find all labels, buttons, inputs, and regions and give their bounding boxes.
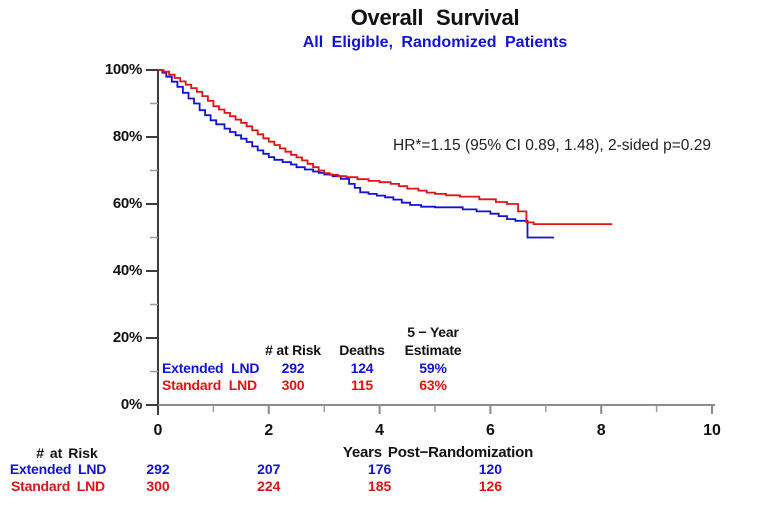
stats-header-5year: 5 − Year [407,324,459,340]
y-tick-label-20: 20% [112,329,142,346]
stats-row-label-extended: Extended LND [162,360,260,376]
chart-title: Overall Survival [350,5,520,30]
x-tick-label-0: 0 [153,422,163,439]
risk-count-standard-yr2: 224 [257,478,281,494]
risk-count-standard-yr0: 300 [146,478,170,494]
y-tick-label-60: 60% [112,195,142,212]
risk-row-label-extended: Extended LND [9,461,107,477]
stats-extended-estimate: 59% [419,360,447,376]
risk-count-extended-yr0: 292 [146,461,170,477]
x-tick-label-2: 2 [264,422,274,439]
risk-table-header: # at Risk [36,445,98,461]
survival-curve-standard-lnd [158,69,613,225]
hazard-ratio-annotation: HR*=1.15 (95% CI 0.89, 1.48), 2-sided p=… [393,137,711,154]
stats-row-label-standard: Standard LND [162,377,257,393]
risk-count-extended-yr4: 176 [367,461,392,477]
chart-subtitle: All Eligible, Randomized Patients [302,34,568,51]
stats-header-estimate: Estimate [404,342,462,358]
risk-count-standard-yr6: 126 [478,478,503,494]
y-tick-label-0: 0% [120,396,142,413]
stats-extended-deaths: 124 [350,360,374,376]
risk-count-standard-yr4: 185 [367,478,392,494]
risk-row-label-standard: Standard LND [11,478,105,494]
stats-standard-estimate: 63% [419,377,447,393]
x-tick-label-10: 10 [703,422,721,439]
risk-count-extended-yr2: 207 [257,461,281,477]
stats-header-deaths: Deaths [339,342,385,358]
stats-standard-deaths: 115 [351,377,373,393]
y-tick-label-100: 100% [104,61,142,78]
y-tick-label-80: 80% [112,128,142,145]
x-tick-label-4: 4 [375,422,385,439]
survival-curve-extended-lnd [158,69,555,239]
x-axis-label: Years Post−Randomization [342,444,534,461]
stats-header-at-risk: # at Risk [265,342,321,358]
risk-count-extended-yr6: 120 [478,461,503,477]
stats-extended-at-risk: 292 [281,360,305,376]
stats-standard-at-risk: 300 [281,377,305,393]
x-tick-label-8: 8 [596,422,606,439]
x-tick-label-6: 6 [485,422,495,439]
y-tick-label-40: 40% [112,262,142,279]
